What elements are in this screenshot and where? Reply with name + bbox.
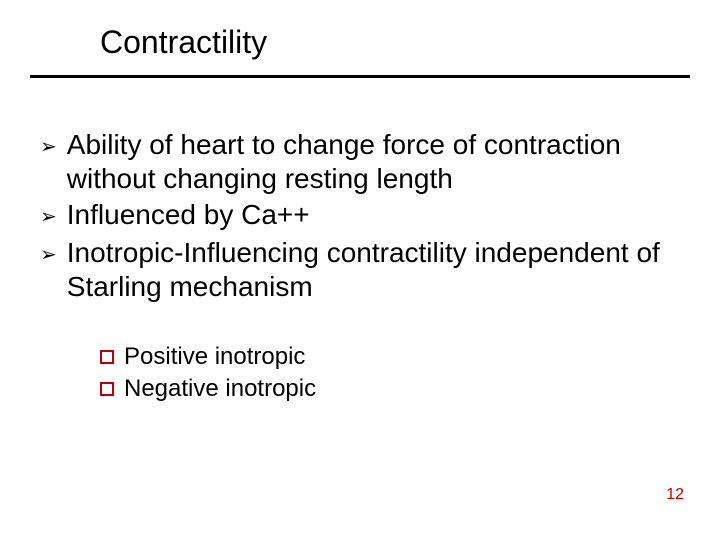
slide-title: Contractility <box>100 24 267 61</box>
title-rule <box>30 75 690 78</box>
bullet-list-level2: Positive inotropic Negative inotropic <box>100 342 660 406</box>
list-item: ➢ Influenced by Ca++ <box>40 198 680 234</box>
list-item-text: Positive inotropic <box>124 342 305 372</box>
chevron-right-icon: ➢ <box>40 198 57 234</box>
list-item-text: Inotropic-Influencing contractility inde… <box>67 236 680 304</box>
list-item-text: Influenced by Ca++ <box>67 198 310 232</box>
page-number: 12 <box>666 486 684 504</box>
list-item: Negative inotropic <box>100 374 660 404</box>
list-item: ➢ Inotropic-Influencing contractility in… <box>40 236 680 304</box>
list-item: ➢ Ability of heart to change force of co… <box>40 128 680 196</box>
list-item: Positive inotropic <box>100 342 660 372</box>
list-item-text: Negative inotropic <box>124 374 316 404</box>
square-bullet-icon <box>100 350 114 364</box>
chevron-right-icon: ➢ <box>40 128 57 164</box>
list-item-text: Ability of heart to change force of cont… <box>67 128 680 196</box>
chevron-right-icon: ➢ <box>40 236 57 272</box>
square-bullet-icon <box>100 382 114 396</box>
slide: Contractility ➢ Ability of heart to chan… <box>0 0 720 540</box>
bullet-list-level1: ➢ Ability of heart to change force of co… <box>40 128 680 306</box>
